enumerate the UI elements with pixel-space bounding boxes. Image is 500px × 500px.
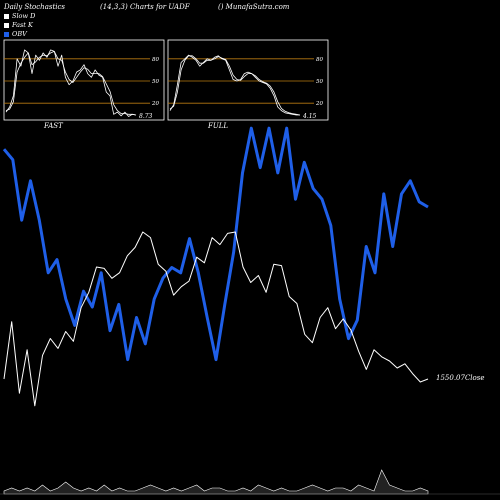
close-price-label: 1550.07Close — [436, 374, 485, 382]
y-tick-full-80: 80 — [316, 57, 323, 63]
legend-swatch-slow-d — [4, 13, 9, 19]
site-name: () MunafaSutra.com — [218, 3, 290, 11]
stoch-line-fast-0 — [5, 49, 137, 117]
last-value-label-fast: 8.73 — [139, 113, 153, 120]
panel-title-full: FULL — [207, 122, 228, 130]
legend-slow-d: Slow D — [4, 12, 35, 20]
chart-params: (14,3,3) Charts for UADF — [100, 3, 190, 11]
panel-title-fast: FAST — [43, 122, 64, 130]
legend-label-fast-k: Fast K — [12, 21, 33, 29]
legend-swatch-fast-k — [4, 22, 9, 28]
y-tick-fast-50: 50 — [152, 79, 159, 85]
y-tick-fast-20: 20 — [151, 101, 159, 107]
y-tick-full-50: 50 — [316, 79, 323, 85]
y-tick-fast-80: 80 — [152, 57, 159, 63]
stoch-line-fast-1 — [5, 51, 137, 116]
legend-swatch-obv — [4, 31, 9, 37]
y-tick-full-20: 20 — [315, 101, 323, 107]
last-value-label-full: 4.15 — [302, 113, 317, 120]
close-line — [3, 231, 429, 407]
stoch-line-full-1 — [169, 55, 301, 116]
legend-obv: OBV — [4, 30, 27, 38]
legend-label-obv: OBV — [12, 30, 27, 38]
legend-fast-k: Fast K — [4, 21, 33, 29]
obv-line — [2, 126, 429, 362]
stoch-line-full-0 — [169, 54, 300, 116]
panel-frame-full — [167, 39, 329, 121]
volume-area — [3, 469, 429, 495]
panel-frame-fast — [3, 39, 165, 121]
legend-label-slow-d: Slow D — [12, 12, 36, 20]
chart-title: Daily Stochastics — [4, 3, 66, 11]
